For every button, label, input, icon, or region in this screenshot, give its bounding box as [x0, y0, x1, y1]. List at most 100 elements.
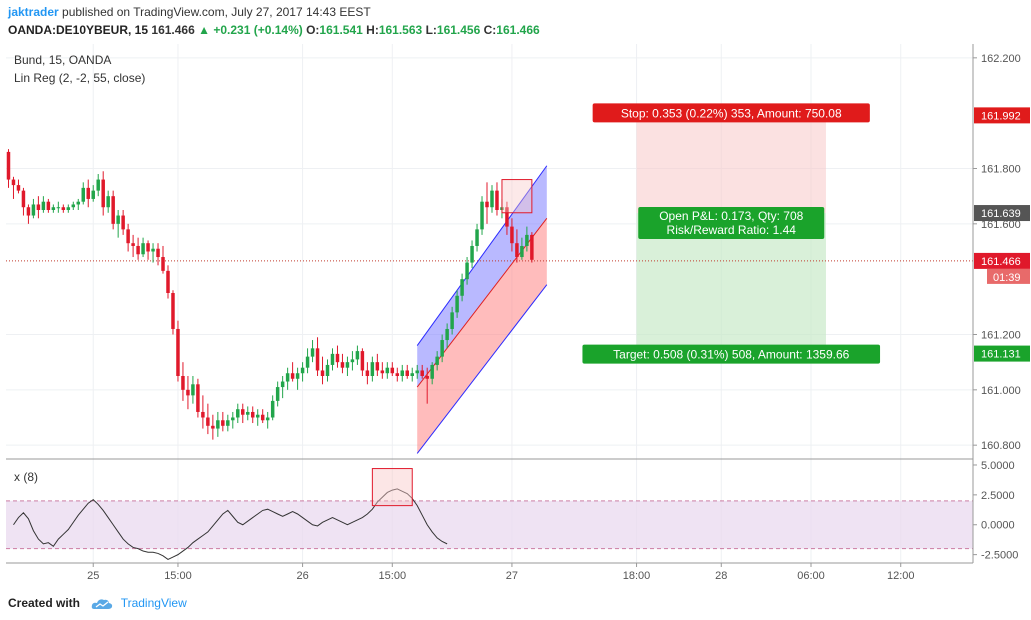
- candle-body: [385, 367, 390, 374]
- candle-body: [485, 201, 489, 208]
- candle-body: [405, 370, 409, 376]
- candle-body: [310, 348, 315, 357]
- candle-body: [141, 243, 145, 255]
- candle-body: [490, 190, 494, 208]
- chart-header: jaktrader published on TradingView.com, …: [0, 0, 1031, 44]
- price-tick-label: 161.000: [981, 385, 1021, 397]
- candle-body: [236, 409, 240, 418]
- stop-label-bg: [592, 103, 870, 123]
- published-text: published on TradingView.com, July 27, 2…: [58, 5, 371, 19]
- candle-body: [265, 417, 270, 421]
- candle-body: [270, 400, 275, 418]
- candle-body: [315, 348, 320, 371]
- candle-body: [345, 362, 350, 368]
- candle-body: [26, 207, 31, 216]
- target-label: Target: 0.508 (0.31%) 508, Amount: 1359.…: [613, 348, 849, 362]
- candle-body: [61, 207, 66, 210]
- chart-canvas[interactable]: Stop: 0.353 (0.22%) 353, Amount: 750.08 T…: [0, 44, 1031, 592]
- channel-lower-line: [416, 284, 548, 454]
- candle-body: [241, 409, 245, 415]
- price-change: ▲ +0.231 (+0.14%): [198, 23, 303, 37]
- candle-body: [505, 207, 509, 227]
- tradingview-link[interactable]: TradingView: [120, 596, 187, 610]
- price-label-bg: [974, 345, 1030, 362]
- candle-body: [91, 190, 95, 199]
- high-value: 161.563: [378, 23, 423, 37]
- candle-body: [370, 362, 375, 376]
- candle-body: [430, 364, 434, 379]
- candle-body: [86, 187, 90, 199]
- footer: Created with TradingView: [8, 596, 187, 610]
- candle-body: [81, 187, 86, 202]
- last-price: 161.466: [151, 23, 195, 37]
- candle-body: [196, 384, 200, 412]
- candle-body: [305, 356, 310, 368]
- stop-zone: [636, 115, 826, 214]
- candle-body: [520, 245, 524, 258]
- candle-body: [425, 376, 429, 379]
- candle-body: [435, 356, 439, 365]
- indicator-legend: Lin Reg (2, -2, 55, close): [14, 71, 145, 85]
- candle-body: [121, 215, 125, 230]
- candle-body: [480, 201, 484, 230]
- candle-body: [36, 204, 41, 210]
- candle-body: [510, 226, 514, 244]
- price-tick-label: 160.800: [981, 440, 1021, 452]
- time-tick-label: 12:00: [887, 570, 915, 582]
- candle-body: [136, 245, 140, 255]
- long-position-tool[interactable]: Stop: 0.353 (0.22%) 353, Amount: 750.08 T…: [582, 103, 881, 364]
- candle-body: [395, 373, 400, 376]
- candle-body: [525, 234, 529, 246]
- candle-body: [126, 229, 130, 244]
- price-label: 161.466: [981, 256, 1021, 268]
- candle-body: [201, 411, 205, 418]
- time-tick-label: 15:00: [379, 570, 407, 582]
- oscillator-highlight-box: [371, 468, 413, 507]
- price-label-bg: [974, 205, 1030, 222]
- price-tick-label: 162.200: [981, 53, 1021, 65]
- candle-body: [96, 179, 100, 191]
- candle-body: [166, 270, 170, 293]
- candle-body: [400, 370, 405, 376]
- author-link[interactable]: jaktrader: [8, 5, 59, 19]
- high-label: H:: [366, 23, 379, 37]
- oscillator-pane: [6, 468, 973, 560]
- chart-labels: 161.992 161.639 161.466 161.131 01:39: [974, 107, 1030, 362]
- countdown-label: 01:39: [993, 272, 1021, 284]
- candle-body: [51, 207, 56, 210]
- low-label: L:: [425, 23, 437, 37]
- close-value: 161.466: [496, 23, 540, 37]
- candle-body: [475, 229, 479, 246]
- candle-body: [410, 373, 414, 376]
- candle-body: [260, 414, 265, 421]
- risk-reward-label: Risk/Reward Ratio: 1.44: [667, 223, 797, 237]
- candle-body: [66, 207, 71, 210]
- oscillator-legend: x (8): [14, 470, 38, 484]
- candle-body: [450, 312, 454, 329]
- candle-body: [460, 279, 464, 296]
- osc-tick-label: 0.0000: [981, 520, 1015, 532]
- candle-body: [171, 293, 175, 329]
- candle-body: [380, 370, 385, 374]
- candle-body: [146, 243, 150, 252]
- open-label: O:: [306, 23, 320, 37]
- candle-body: [21, 190, 26, 208]
- channel-lower-fill: [417, 218, 547, 454]
- candle-body: [16, 185, 21, 191]
- candle-body: [365, 370, 370, 376]
- candle-body: [250, 411, 255, 418]
- osc-tick-label: 2.5000: [981, 490, 1015, 502]
- candle-body: [161, 257, 165, 271]
- countdown-bg: [987, 268, 1030, 284]
- price-label: 161.131: [981, 349, 1021, 361]
- candle-body: [375, 362, 380, 371]
- low-value: 161.456: [436, 23, 481, 37]
- pnl-box: [638, 207, 825, 240]
- axes: 162.200 161.800 161.600 161.200 161.000 160.8…: [6, 44, 1021, 582]
- target-label-bg: [582, 344, 881, 364]
- candle-body: [186, 389, 190, 396]
- candle-body: [11, 179, 16, 186]
- highlight-box: [501, 179, 533, 214]
- candle-body: [295, 373, 300, 379]
- candle-body: [355, 351, 360, 360]
